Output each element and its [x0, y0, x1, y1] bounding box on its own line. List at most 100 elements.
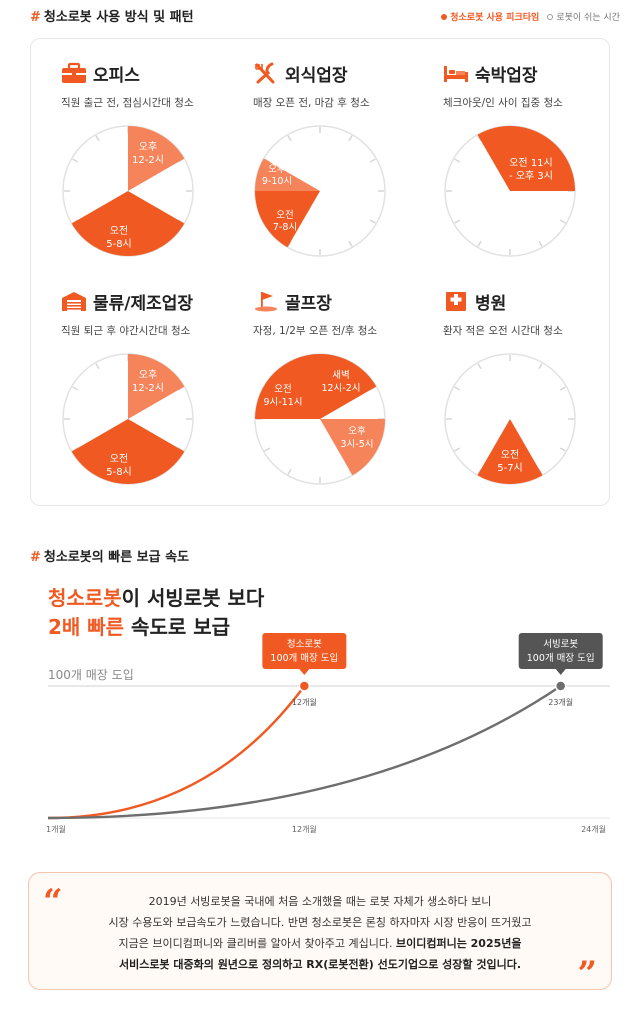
series-end-label: 12개월 [292, 697, 317, 707]
clock-tick [264, 158, 271, 163]
series-line [47, 685, 562, 820]
clock-tick [287, 468, 292, 475]
series-end-point [554, 680, 567, 692]
clock-tick [477, 240, 482, 247]
slot-label-line: 5-8시 [106, 466, 132, 478]
callout-pointer [299, 669, 310, 675]
quote-emphasis: 브이디컴퍼니는 2025년을 [395, 937, 522, 950]
peak-slot-2 [255, 191, 320, 248]
usage-pattern-card: 오피스 직원 출근 전, 점심시간대 청소 외식업장 매장 오픈 전, 마감 후… [30, 38, 610, 506]
peak-slot-1 [255, 158, 320, 191]
industry-name: 물류/제조업장 [93, 293, 194, 314]
headline-emphasis: 2배 빠른 [48, 615, 125, 639]
clock-tick [559, 386, 566, 391]
quote-box: “ 2019년 서빙로봇을 국내에 처음 소개했을 때는 로봇 자체가 생소하다… [28, 872, 612, 994]
slot-label-line: 9시-11시 [263, 397, 302, 408]
industry-name: 골프장 [285, 293, 332, 314]
clock-tick [264, 447, 271, 452]
clock-hospital: 오전 5-7시 [444, 353, 576, 485]
x-tick-label: 12개월 [292, 824, 317, 834]
legend-rest: 로봇이 쉬는 시간 [547, 10, 620, 23]
open-quote-icon: “ [43, 882, 63, 922]
slot-label-line: 오전 [274, 384, 291, 395]
slot-label-line: 오후 [139, 369, 157, 381]
industry-desc: 매장 오픈 전, 마감 후 청소 [253, 97, 370, 109]
clock-restaurant: 오후 9-10시 오전 7-8시 [254, 125, 386, 257]
close-quote-icon: ” [577, 954, 597, 994]
adoption-chart: 100개 매장 도입 12개월 청소로봇 100개 매장 도입 23개월 서빙로봇 100… [46, 633, 610, 834]
headline-text: 이 서빙로봇 보다 [121, 586, 265, 610]
clock-tick [95, 135, 100, 142]
peak-slot-1 [128, 354, 185, 419]
slot-label-line: 오후 [268, 164, 286, 175]
section-title-text: 청소로봇의 빠른 보급 속도 [43, 550, 190, 565]
slot-label-line: 새벽 [332, 370, 349, 381]
clock-tick [369, 158, 376, 163]
clock-legend: 청소로봇 사용 피크타임 로봇이 쉬는 시간 [441, 10, 620, 23]
industry-lodging: 숙박업장 체크아웃/인 사이 집중 청소 [443, 59, 633, 110]
slot-label-line: - 오후 3시 [509, 170, 553, 182]
section-title-adoption: # 청소로봇의 빠른 보급 속도 [30, 546, 189, 565]
warehouse-icon [61, 290, 87, 312]
quote-emphasis: 서비스로봇 대중화의 원년으로 정의하고 RX(로봇전환) 선도기업으로 성장할… [118, 958, 522, 971]
industry-name: 외식업장 [285, 65, 348, 86]
slot-label-line: 5-7시 [497, 462, 523, 474]
slot-label-line: 5-8시 [106, 238, 132, 250]
series-line [47, 685, 306, 820]
clock-tick [72, 158, 79, 163]
fork-knife-icon [253, 62, 279, 84]
briefcase-icon [61, 62, 87, 84]
quote-line: 지금은 브이디컴퍼니와 클리버를 알아서 찾아주고 계십니다. [118, 937, 396, 950]
quote-line: 2019년 서빙로봇을 국내에 처음 소개했을 때는 로봇 자체가 생소하다 보… [148, 895, 492, 908]
peak-slot-3 [255, 354, 320, 419]
industry-desc: 자정, 1/2부 오픈 전/후 청소 [253, 325, 378, 337]
series-end-point [298, 680, 311, 692]
slot-label-line: 오후 [348, 426, 366, 437]
clock-tick [559, 219, 566, 224]
clock-logistics: 오후 12-2시 오전 5-8시 [62, 353, 194, 485]
hash-mark: # [30, 10, 41, 25]
slot-label-line: 12-2시 [132, 382, 164, 394]
hospital-cross-icon [443, 290, 469, 312]
slot-label-line: 오후 [139, 141, 157, 153]
callout-bubble [518, 633, 603, 669]
clock-tick [95, 363, 100, 370]
section-title-usage: # 청소로봇 사용 방식 및 패턴 [30, 6, 194, 25]
headline-text: 속도로 보급 [124, 615, 231, 639]
slot-label-line: 9-10시 [262, 176, 292, 187]
headline-emphasis: 청소로봇 [48, 586, 122, 610]
clock-tick [348, 240, 353, 247]
peak-slot-2 [71, 419, 185, 485]
slot-label-line: 오전 [276, 210, 293, 221]
peak-slot-1 [477, 125, 575, 191]
clock-office: 오후 12-2시 오전 5-8시 [62, 125, 194, 257]
hash-mark: # [30, 550, 41, 565]
clock-tick [559, 447, 566, 452]
filled-dot-icon [441, 13, 448, 20]
slot-label-line: 오전 [501, 449, 519, 461]
industry-desc: 직원 출근 전, 점심시간대 청소 [61, 97, 194, 109]
clock-tick [72, 386, 79, 391]
quote-text: 2019년 서빙로봇을 국내에 처음 소개했을 때는 로봇 자체가 생소하다 보… [79, 891, 561, 975]
industry-logistics: 물류/제조업장 직원 퇴근 후 야간시간대 청소 [61, 287, 251, 338]
clock-tick [477, 468, 482, 475]
clock-tick [287, 135, 292, 142]
industry-restaurant: 외식업장 매장 오픈 전, 마감 후 청소 [253, 59, 443, 110]
callout-bubble [262, 633, 347, 669]
industry-hospital: 병원 환자 적은 오전 시간대 청소 [443, 287, 633, 338]
clock-tick [538, 240, 543, 247]
callout-text: 100개 매장 도입 [527, 652, 595, 664]
peak-slot-1 [320, 354, 377, 419]
slot-label-line: 오전 11시 [509, 157, 553, 169]
industry-office: 오피스 직원 출근 전, 점심시간대 청소 [61, 59, 251, 110]
clock-tick [369, 219, 376, 224]
callout-text: 청소로봇 [287, 639, 322, 650]
series-end-label: 23개월 [548, 697, 573, 707]
peak-slot-1 [128, 126, 185, 191]
section-title-text: 청소로봇 사용 방식 및 패턴 [43, 10, 194, 25]
industry-desc: 환자 적은 오전 시간대 청소 [443, 325, 563, 337]
slot-label-line: 오전 [110, 453, 128, 465]
adoption-headline: 청소로봇이 서빙로봇 보다 2배 빠른 속도로 보급 [48, 584, 264, 642]
peak-slot-2 [320, 419, 385, 476]
x-tick-label: 24개월 [581, 824, 606, 834]
